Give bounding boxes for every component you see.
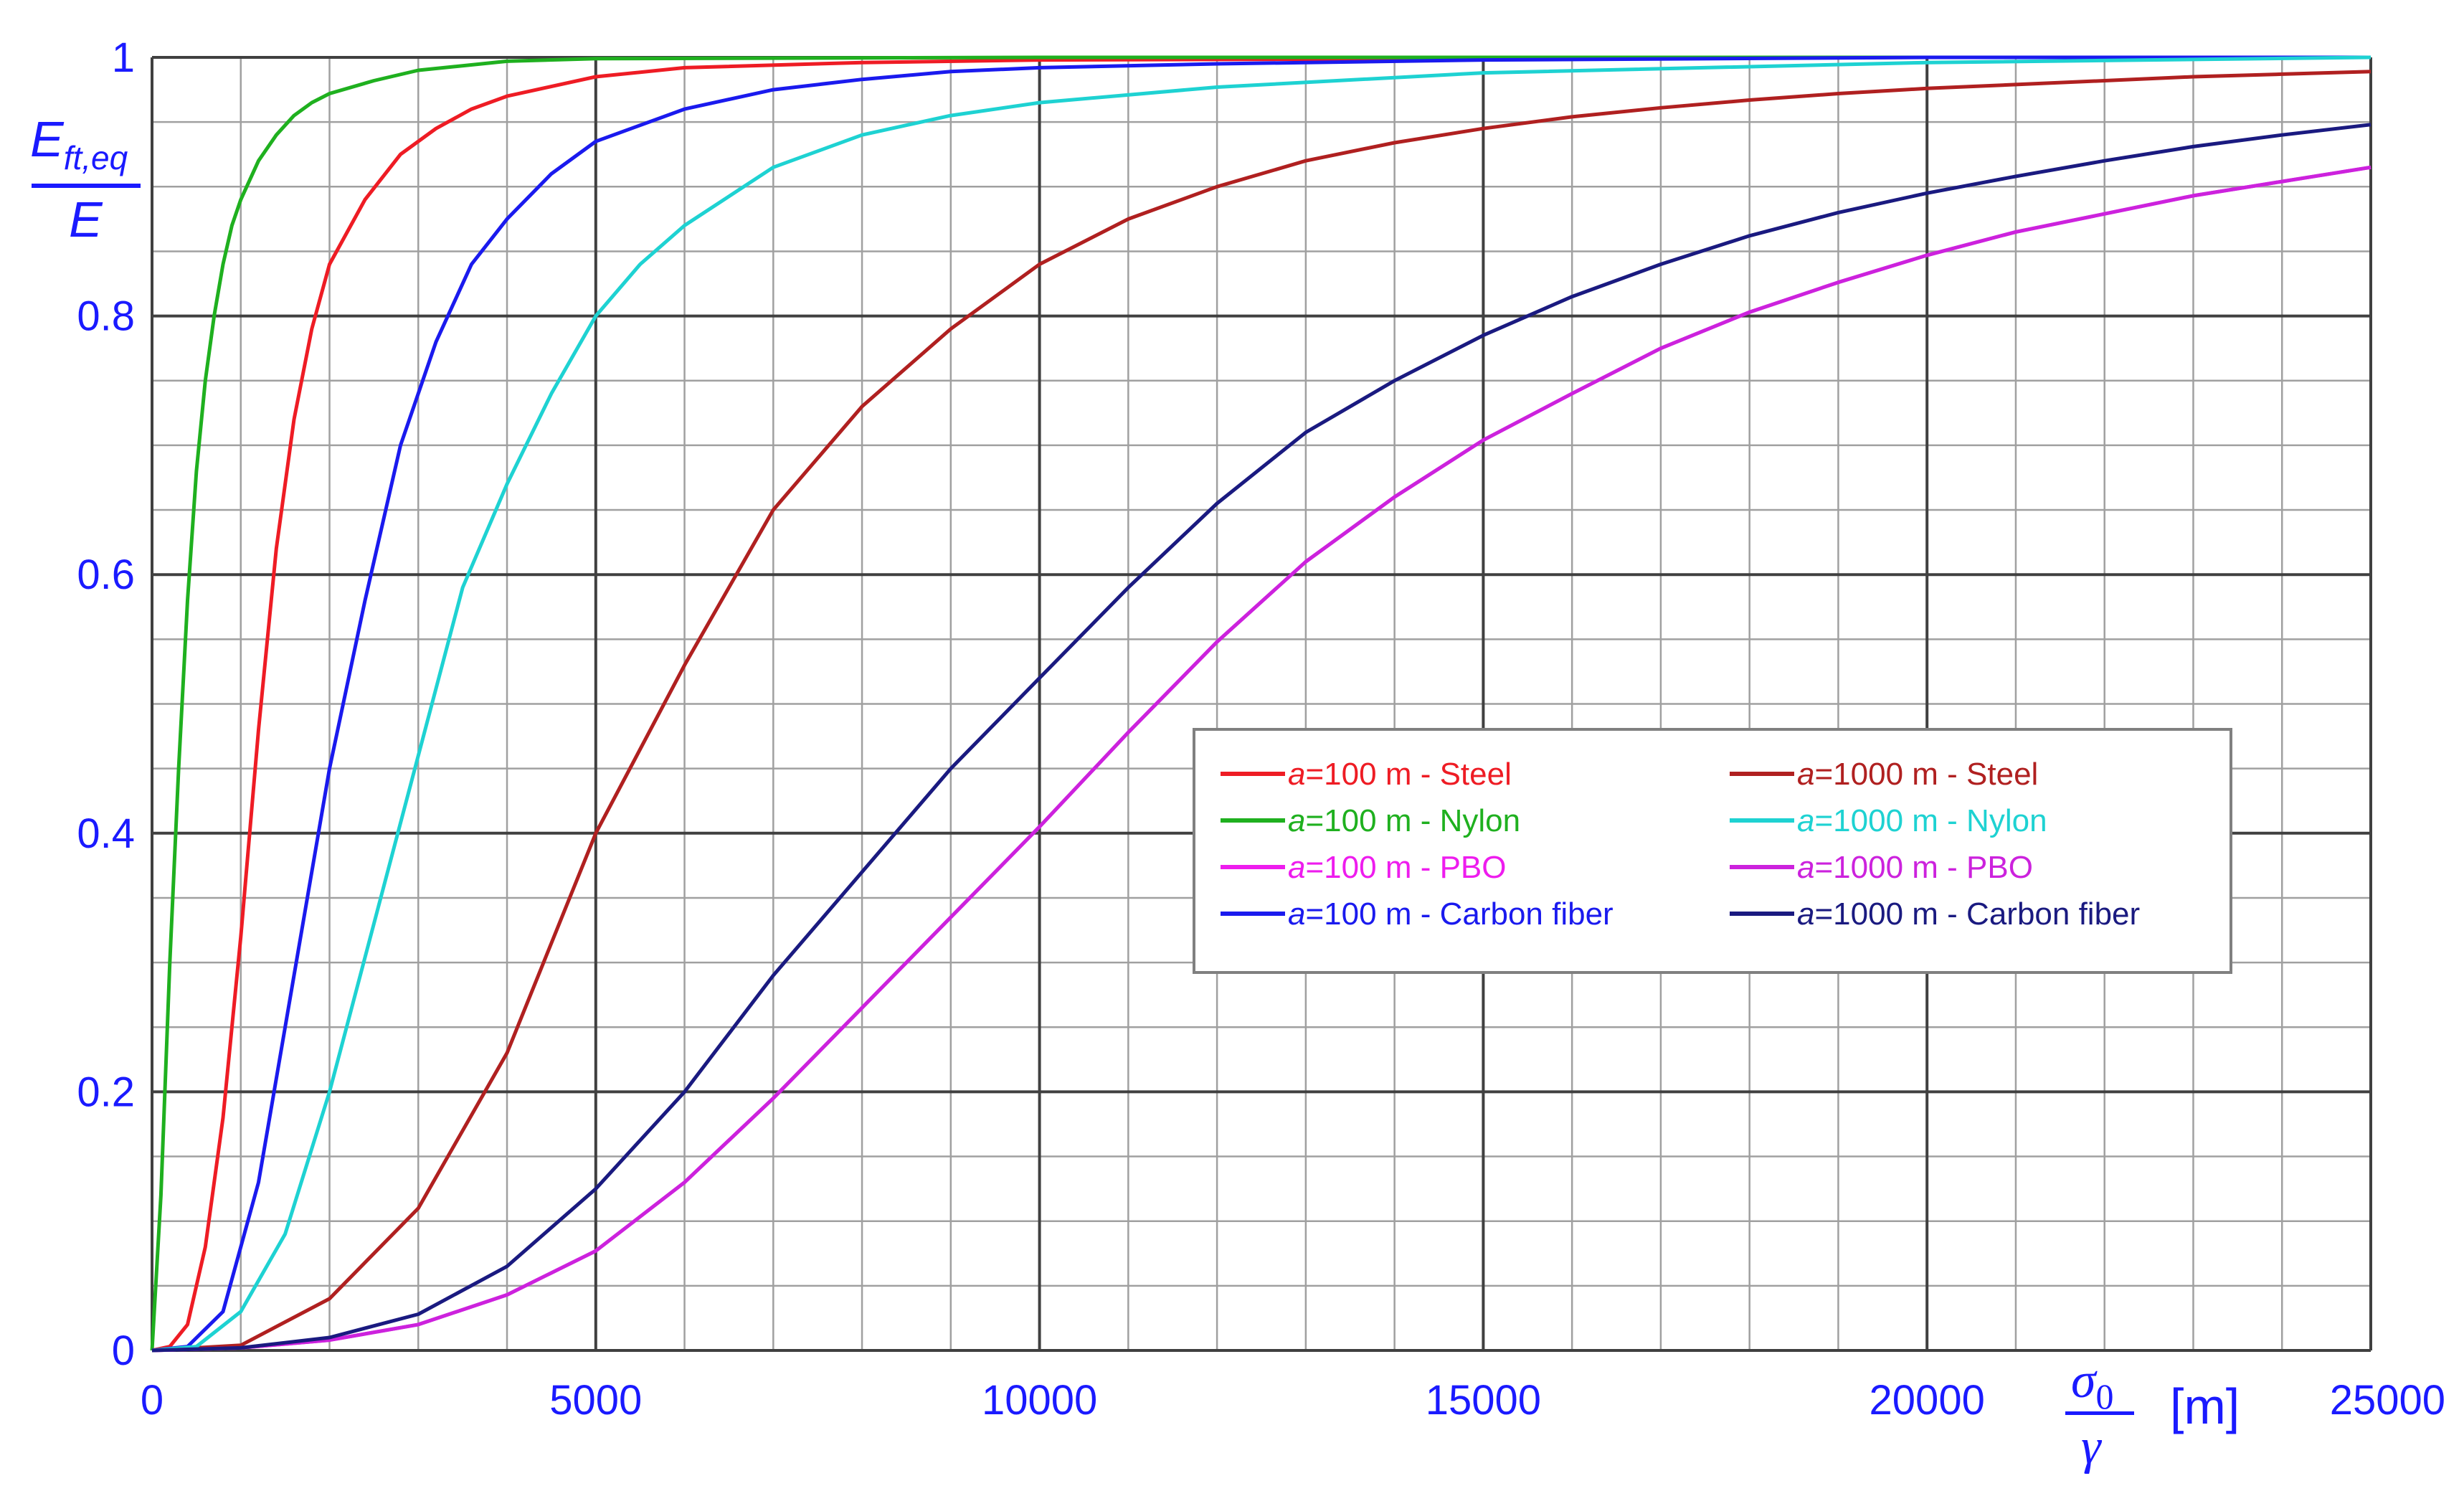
series-line-6 <box>151 55 2371 1353</box>
legend-item: a=100 m - Steel <box>1221 757 1512 792</box>
legend-item: a=100 m - Nylon <box>1221 803 1520 838</box>
legend-item: a=1000 m - PBO <box>1730 850 2033 885</box>
x-tick-label: 0 <box>141 1377 164 1424</box>
x-label-numerator: σ <box>2071 1353 2098 1409</box>
y-tick-label: 0.6 <box>77 552 135 598</box>
y-label-sub: ft,eq <box>64 139 128 176</box>
series-lines <box>150 55 2371 1353</box>
x-tick-label: 15000 <box>1426 1377 1541 1424</box>
y-tick-label: 0.2 <box>77 1069 135 1115</box>
svg-text:Eft,eq: Eft,eq <box>30 111 128 176</box>
series-line-8 <box>151 123 2371 1353</box>
y-label-denominator: E <box>69 191 103 247</box>
legend-label: a=100 m - Carbon fiber <box>1288 896 1614 932</box>
legend-label: a=100 m - Nylon <box>1288 803 1520 838</box>
y-label-main: E <box>30 111 65 167</box>
x-label-fraction-bar <box>2065 1411 2134 1415</box>
legend-item: a=100 m - PBO <box>1221 850 1507 885</box>
legend-box <box>1193 728 2232 974</box>
x-label-denominator: γ <box>2081 1419 2103 1475</box>
series-line-7 <box>151 165 2371 1353</box>
x-label-unit: [m] <box>2170 1378 2240 1434</box>
x-label-numerator-sub: 0 <box>2096 1376 2114 1416</box>
y-tick-label: 0.4 <box>77 810 135 857</box>
y-tick-label: 1 <box>112 34 135 81</box>
legend-label: a=1000 m - Nylon <box>1797 803 2047 838</box>
legend-item: a=100 m - Carbon fiber <box>1221 896 1614 932</box>
series-line-5 <box>151 70 2371 1353</box>
y-tick-label: 0.8 <box>77 293 135 340</box>
x-tick-labels: 0 5000 10000 15000 20000 25000 <box>141 1377 2445 1424</box>
y-tick-labels: 0 0.2 0.4 0.6 0.8 1 <box>77 34 135 1374</box>
series-line-4 <box>151 55 2371 1353</box>
y-tick-label: 0 <box>112 1327 135 1374</box>
x-tick-label: 25000 <box>2330 1377 2445 1424</box>
legend: a=100 m - Steel a=1000 m - Steel a=100 m -… <box>1193 728 2232 974</box>
y-axis-label: Eft,eq E <box>30 111 141 247</box>
legend-item: a=1000 m - Carbon fiber <box>1730 896 2140 932</box>
y-label-fraction-bar <box>32 184 141 188</box>
grid-minor <box>151 56 2372 1352</box>
series-line-1 <box>151 55 2371 1353</box>
legend-label: a=1000 m - PBO <box>1797 850 2033 885</box>
legend-label: a=100 m - Steel <box>1288 757 1512 792</box>
legend-item: a=1000 m - Nylon <box>1730 803 2047 838</box>
x-tick-label: 10000 <box>982 1377 1097 1424</box>
series-line-2 <box>150 55 2371 1351</box>
legend-label: a=1000 m - Carbon fiber <box>1797 896 2140 932</box>
svg-text:σ0: σ0 <box>2071 1353 2114 1416</box>
x-axis-label: σ0 γ [m] <box>2065 1353 2240 1475</box>
x-tick-label: 5000 <box>549 1377 642 1424</box>
legend-label: a=1000 m - Steel <box>1797 757 2038 792</box>
legend-label: a=100 m - PBO <box>1288 850 1507 885</box>
legend-item: a=1000 m - Steel <box>1730 757 2038 792</box>
x-tick-label: 20000 <box>1870 1377 1985 1424</box>
